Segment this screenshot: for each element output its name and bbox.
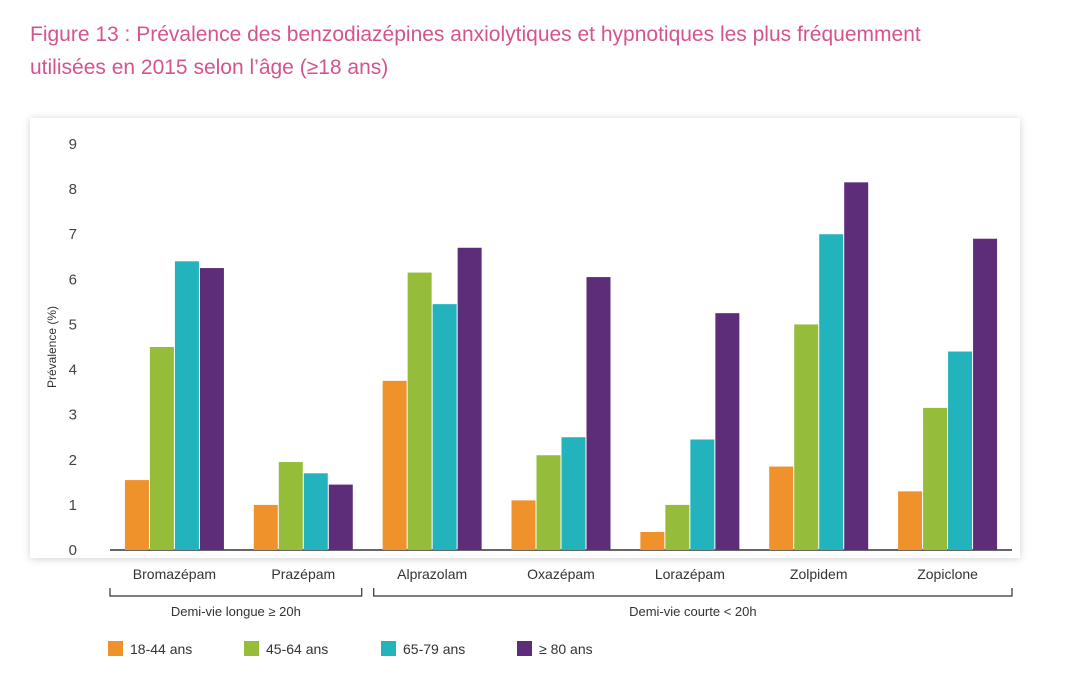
x-category-label: Prazépam (271, 566, 335, 582)
bar (794, 324, 819, 550)
y-tick-label: 8 (69, 181, 77, 198)
x-category-label: Alprazolam (397, 566, 467, 582)
x-category-label: Oxazépam (527, 566, 595, 582)
legend-swatch (381, 641, 396, 656)
y-tick-label: 1 (69, 497, 77, 514)
category-group-label: Demi-vie longue ≥ 20h (171, 604, 301, 619)
legend-label: ≥ 80 ans (539, 641, 593, 657)
category-group-label: Demi-vie courte < 20h (629, 604, 757, 619)
category-group-bracket (109, 588, 363, 597)
y-tick-label: 3 (69, 407, 77, 424)
legend: 18-44 ans 45-64 ans 65-79 ans ≥ 80 ans (108, 641, 593, 657)
bar (923, 407, 948, 550)
bar (973, 238, 998, 550)
y-tick-label: 0 (69, 542, 77, 559)
bar (432, 304, 457, 550)
y-tick-label: 7 (69, 226, 77, 243)
figure-title-line-2: utilisées en 2015 selon l’âge (≥18 ans) (30, 56, 389, 79)
bar (561, 437, 586, 550)
bar (898, 491, 923, 550)
bar (124, 480, 149, 550)
x-category-label: Bromazépam (133, 566, 216, 582)
y-tick-label: 5 (69, 316, 77, 333)
legend-label: 45-64 ans (266, 641, 328, 657)
figure-title-line-1: Figure 13 : Prévalence des benzodiazépin… (30, 23, 921, 46)
bar (253, 504, 278, 550)
bar (586, 277, 611, 550)
x-category-label: Zolpidem (790, 566, 848, 582)
bar (174, 261, 199, 550)
x-category-label: Zopiclone (917, 566, 978, 582)
bar (715, 313, 740, 550)
bar (328, 484, 353, 550)
x-category-label: Lorazépam (655, 566, 725, 582)
bar (511, 500, 536, 550)
legend-label: 18-44 ans (130, 641, 192, 657)
legend-label: 65-79 ans (403, 641, 465, 657)
bar (382, 380, 407, 550)
bar (149, 347, 174, 550)
bar (769, 466, 794, 550)
bar (278, 462, 303, 550)
bar (536, 455, 561, 550)
bar (640, 531, 665, 550)
labels-layer: 0 1 2 3 4 5 6 7 8 9 Prévalence (%) Bromazépam Prazép… (45, 136, 978, 619)
y-tick-label: 2 (69, 452, 77, 469)
category-group-bracket (373, 588, 1013, 597)
bar (844, 182, 869, 550)
bar (948, 351, 973, 550)
bar (819, 234, 844, 550)
figure-title: Figure 13 : Prévalence des benzodiazépin… (30, 18, 1030, 84)
bar (665, 504, 690, 550)
y-tick-label: 6 (69, 271, 77, 288)
bar (407, 272, 432, 550)
y-axis-label: Prévalence (%) (45, 306, 59, 388)
bar (199, 268, 224, 550)
y-tick-label: 9 (69, 136, 77, 153)
y-tick-label: 4 (69, 362, 77, 379)
bars-layer (124, 182, 998, 550)
legend-swatch (517, 641, 532, 656)
bar (690, 439, 715, 550)
legend-swatch (244, 641, 259, 656)
bar (303, 473, 328, 550)
legend-swatch (108, 641, 123, 656)
bar (457, 247, 482, 550)
